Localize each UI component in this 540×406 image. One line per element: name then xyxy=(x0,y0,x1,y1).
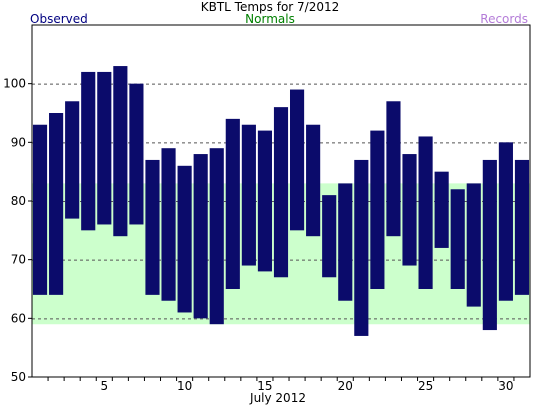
observed-bar-day-10 xyxy=(177,165,192,313)
observed-bar-day-28 xyxy=(466,183,481,307)
observed-bar-day-16 xyxy=(273,107,289,278)
observed-bar-day-4 xyxy=(81,71,96,231)
observed-bar-day-14 xyxy=(241,124,256,266)
observed-bar-day-17 xyxy=(289,89,305,231)
x-tick-label-25: 25 xyxy=(418,379,433,393)
observed-bar-day-21 xyxy=(354,159,369,336)
x-tick-label-30: 30 xyxy=(498,379,513,393)
y-tick-label-50: 50 xyxy=(11,370,26,384)
observed-bar-day-19 xyxy=(322,195,337,278)
legend-normals: Normals xyxy=(245,12,295,26)
observed-bar-day-27 xyxy=(450,189,465,289)
chart-title: KBTL Temps for 7/2012 xyxy=(200,0,340,14)
observed-bar-day-7 xyxy=(129,83,144,225)
observed-bar-day-29 xyxy=(482,159,497,331)
observed-bar-day-3 xyxy=(65,101,80,219)
observed-bar-day-25 xyxy=(418,136,433,289)
observed-bar-day-6 xyxy=(113,66,128,237)
x-axis: 5 10 15 20 25 30 July 2012 xyxy=(47,377,515,405)
observed-bar-day-2 xyxy=(49,113,64,295)
y-tick-label-70: 70 xyxy=(11,253,26,267)
x-tick-label-15: 15 xyxy=(257,379,272,393)
observed-bar-day-20 xyxy=(338,183,353,301)
observed-bar-day-30 xyxy=(498,142,513,301)
observed-bars-layer xyxy=(32,66,530,336)
y-tick-label-80: 80 xyxy=(11,194,26,208)
legend-observed: Observed xyxy=(30,12,88,26)
observed-bar-day-9 xyxy=(161,148,176,301)
observed-bar-day-24 xyxy=(402,154,417,266)
y-tick-label-90: 90 xyxy=(11,135,26,149)
y-tick-label-60: 60 xyxy=(11,311,26,325)
observed-bar-day-22 xyxy=(370,130,385,289)
observed-bar-day-8 xyxy=(145,159,160,295)
legend-records: Records xyxy=(480,12,528,26)
y-axis: 50 60 70 80 90 100 xyxy=(3,77,32,384)
x-tick-label-20: 20 xyxy=(338,379,353,393)
observed-bar-day-15 xyxy=(257,130,273,272)
observed-bar-day-12 xyxy=(209,148,224,325)
observed-bar-day-11 xyxy=(193,154,208,319)
observed-bar-day-18 xyxy=(306,124,321,237)
observed-bar-day-5 xyxy=(97,71,112,225)
x-tick-label-5: 5 xyxy=(100,379,108,393)
observed-bar-day-13 xyxy=(225,118,240,289)
observed-bar-day-31 xyxy=(514,159,530,295)
y-tick-label-100: 100 xyxy=(3,77,26,91)
observed-bar-day-1 xyxy=(32,124,48,295)
observed-bar-day-26 xyxy=(434,171,449,248)
x-tick-label-10: 10 xyxy=(177,379,192,393)
x-axis-label: July 2012 xyxy=(249,391,306,405)
observed-bar-day-23 xyxy=(386,101,401,237)
